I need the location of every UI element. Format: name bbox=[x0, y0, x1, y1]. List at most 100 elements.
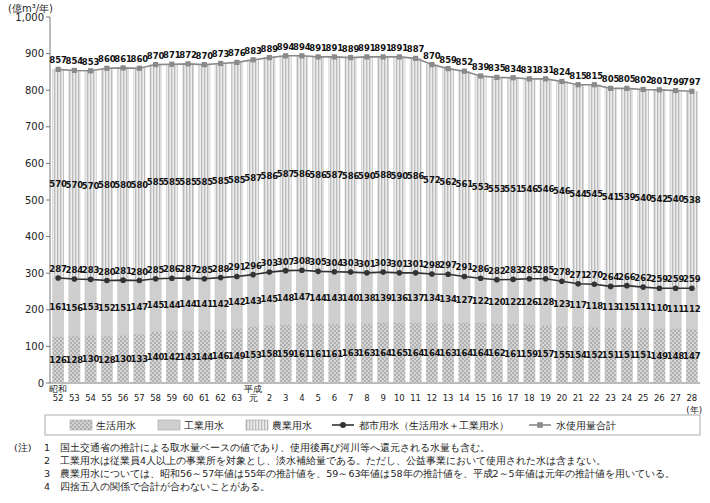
marker bbox=[104, 278, 110, 284]
data-label: 891 bbox=[374, 43, 392, 53]
data-label: 284 bbox=[66, 265, 84, 275]
marker bbox=[186, 61, 191, 66]
data-label: 159 bbox=[277, 349, 295, 359]
plot-area bbox=[52, 53, 697, 383]
x-tick-label: 23 bbox=[605, 393, 616, 403]
marker bbox=[250, 272, 256, 278]
marker bbox=[72, 68, 77, 73]
marker bbox=[364, 54, 369, 59]
bar bbox=[117, 68, 128, 280]
data-label: 586 bbox=[293, 169, 311, 179]
data-label: 876 bbox=[228, 48, 246, 58]
x-tick-label: 12 bbox=[426, 393, 437, 403]
marker bbox=[446, 66, 451, 71]
data-label: 580 bbox=[98, 180, 116, 190]
marker bbox=[478, 73, 483, 78]
legend-label: 工業用水 bbox=[184, 420, 224, 431]
data-label: 585 bbox=[196, 177, 214, 187]
data-label: 891 bbox=[326, 43, 344, 53]
x-tick-label: 7 bbox=[348, 393, 353, 403]
y-tick bbox=[46, 126, 50, 127]
data-label: 161 bbox=[49, 302, 67, 312]
data-label: 118 bbox=[586, 301, 604, 311]
marker bbox=[364, 270, 370, 276]
data-label: 305 bbox=[309, 257, 327, 267]
data-label: 587 bbox=[326, 170, 344, 180]
bar bbox=[507, 78, 518, 280]
bar bbox=[475, 76, 486, 278]
bar bbox=[556, 81, 567, 281]
data-label: 156 bbox=[66, 303, 84, 313]
data-label: 587 bbox=[277, 169, 295, 179]
marker bbox=[494, 75, 499, 80]
marker bbox=[592, 281, 598, 287]
data-label: 144 bbox=[196, 352, 214, 362]
x-tick-label: 55 bbox=[101, 393, 112, 403]
data-label: 151 bbox=[602, 350, 620, 360]
data-label: 857 bbox=[49, 55, 67, 65]
data-label: 130 bbox=[82, 354, 100, 364]
bar bbox=[247, 60, 258, 275]
data-label: 158 bbox=[261, 349, 279, 359]
data-label: 287 bbox=[179, 264, 197, 274]
marker bbox=[689, 89, 694, 94]
x-tick-label: 18 bbox=[524, 393, 535, 403]
data-label: 288 bbox=[212, 264, 230, 274]
bar bbox=[264, 58, 275, 272]
data-label: 544 bbox=[569, 189, 587, 199]
data-label: 891 bbox=[358, 43, 376, 53]
data-label: 580 bbox=[131, 180, 149, 190]
marker bbox=[283, 53, 288, 58]
marker bbox=[510, 277, 516, 283]
marker bbox=[56, 67, 61, 72]
data-label: 285 bbox=[521, 265, 539, 275]
marker bbox=[576, 82, 581, 87]
marker bbox=[462, 69, 467, 74]
data-label: 301 bbox=[358, 259, 376, 269]
data-label: 839 bbox=[472, 62, 490, 72]
data-label: 161 bbox=[293, 349, 311, 359]
x-tick-label: 62 bbox=[215, 393, 226, 403]
data-label: 161 bbox=[326, 349, 344, 359]
data-label: 153 bbox=[244, 350, 262, 360]
data-label: 542 bbox=[651, 194, 669, 204]
data-label: 148 bbox=[277, 293, 295, 303]
data-label: 870 bbox=[147, 51, 165, 61]
marker bbox=[88, 68, 93, 73]
note: 2 工業用水は従業員4人以上の事業所を対象とし、淡水補給量である。ただし、公益事… bbox=[44, 455, 606, 466]
marker bbox=[121, 65, 126, 70]
y-tick bbox=[46, 236, 50, 237]
data-label: 140 bbox=[147, 352, 165, 362]
y-tick bbox=[46, 53, 50, 54]
data-label: 113 bbox=[602, 302, 620, 312]
data-label: 164 bbox=[456, 348, 474, 358]
data-label: 140 bbox=[342, 293, 360, 303]
x-axis-label: (年) bbox=[686, 405, 702, 415]
y-tick-label: 200 bbox=[25, 304, 44, 315]
marker bbox=[234, 274, 240, 280]
marker bbox=[332, 54, 337, 59]
data-label: 286 bbox=[472, 264, 490, 274]
marker bbox=[462, 274, 468, 280]
marker bbox=[445, 271, 451, 277]
data-label: 152 bbox=[98, 303, 116, 313]
x-tick-label: 21 bbox=[573, 393, 584, 403]
bar bbox=[345, 58, 356, 272]
marker bbox=[234, 60, 239, 65]
x-tick-label: 6 bbox=[332, 393, 337, 403]
marker bbox=[478, 276, 484, 282]
data-label: 146 bbox=[212, 351, 230, 361]
data-label: 297 bbox=[439, 260, 457, 270]
x-tick-label: 19 bbox=[540, 393, 551, 403]
marker bbox=[88, 277, 94, 283]
marker bbox=[137, 66, 142, 71]
marker bbox=[657, 87, 662, 92]
legend-frame bbox=[45, 415, 700, 435]
data-label: 122 bbox=[504, 297, 522, 307]
data-label: 142 bbox=[228, 297, 246, 307]
data-label: 585 bbox=[228, 175, 246, 185]
data-label: 162 bbox=[488, 348, 506, 358]
x-tick-label: 63 bbox=[231, 393, 242, 403]
marker bbox=[608, 284, 614, 290]
data-label: 264 bbox=[602, 272, 620, 282]
